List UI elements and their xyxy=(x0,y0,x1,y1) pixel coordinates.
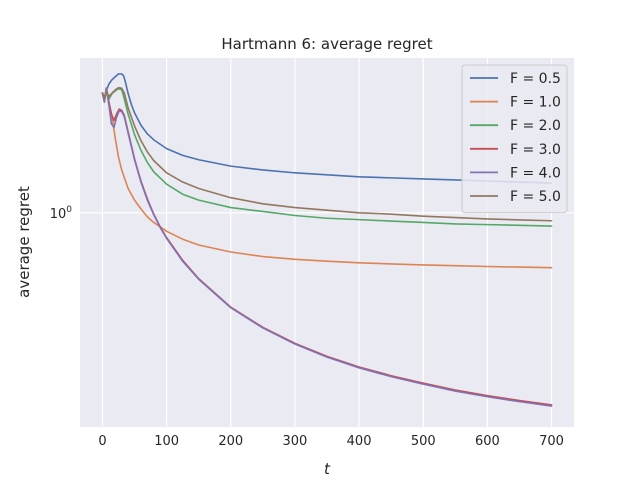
x-axis-label: t xyxy=(324,460,331,478)
legend-label: F = 5.0 xyxy=(510,189,561,205)
x-tick-label: 300 xyxy=(283,434,308,449)
x-tick-label: 400 xyxy=(347,434,372,449)
x-tick-label: 100 xyxy=(154,434,179,449)
x-tick-label: 200 xyxy=(218,434,243,449)
x-tick-label: 500 xyxy=(411,434,436,449)
series-line-6 xyxy=(101,86,553,222)
series-line-5 xyxy=(101,87,553,407)
series-line-1 xyxy=(101,73,553,184)
y-tick-label: 100 xyxy=(50,205,73,222)
x-tick-label: 600 xyxy=(475,434,500,449)
x-tick-label: 0 xyxy=(98,434,106,449)
legend-label: F = 1.0 xyxy=(510,95,561,111)
y-axis-label: average regret xyxy=(15,186,33,298)
legend-label: F = 0.5 xyxy=(510,71,561,87)
y-tick-labels: 100 xyxy=(50,205,73,222)
legend-label: F = 4.0 xyxy=(510,165,561,181)
legend: F = 0.5 F = 1.0 F = 2.0 F = 3.0 F = 4.0 F = 5… xyxy=(461,64,568,214)
chart-title: Hartmann 6: average regret xyxy=(221,35,432,53)
x-tick-labels: 0 100 200 300 400 500 600 700 xyxy=(98,434,564,449)
legend-label: F = 3.0 xyxy=(510,142,561,158)
legend-label: F = 2.0 xyxy=(510,118,561,134)
x-tick-label: 700 xyxy=(539,434,564,449)
series-layer xyxy=(101,73,553,407)
